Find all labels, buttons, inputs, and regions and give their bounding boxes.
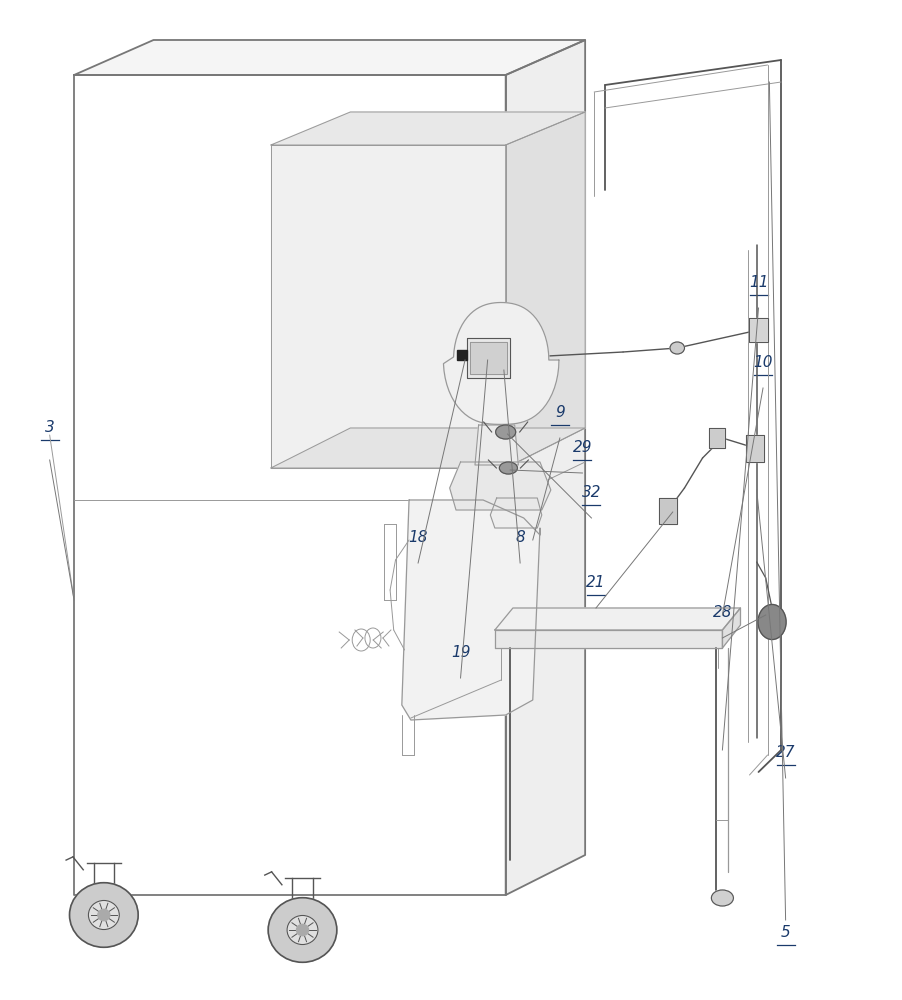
Ellipse shape [495,425,515,439]
Ellipse shape [97,909,110,921]
Polygon shape [658,498,676,524]
Polygon shape [490,498,541,528]
Polygon shape [494,608,740,630]
Polygon shape [722,608,740,648]
Polygon shape [494,630,722,648]
Text: 27: 27 [775,745,795,760]
Polygon shape [505,112,584,468]
Text: 5: 5 [780,925,789,940]
Ellipse shape [711,890,732,906]
Ellipse shape [268,898,336,962]
Polygon shape [466,338,510,378]
Polygon shape [271,112,584,145]
Text: 11: 11 [748,275,768,290]
Ellipse shape [296,924,308,936]
Polygon shape [745,435,763,462]
Text: 18: 18 [408,530,428,545]
Text: 29: 29 [572,440,592,455]
Text: 28: 28 [712,605,732,620]
Polygon shape [271,145,505,468]
Ellipse shape [499,462,517,474]
Text: 3: 3 [45,420,54,435]
Text: 32: 32 [581,485,601,500]
Ellipse shape [88,900,119,930]
Polygon shape [449,462,550,510]
Polygon shape [443,303,558,424]
Polygon shape [749,318,767,342]
Polygon shape [474,425,518,465]
Text: 8: 8 [515,530,524,545]
Polygon shape [74,40,584,75]
Text: 21: 21 [585,575,605,590]
Polygon shape [470,342,506,374]
Text: 19: 19 [450,645,470,660]
Bar [456,350,467,360]
Polygon shape [708,428,724,448]
Ellipse shape [69,883,138,947]
Ellipse shape [287,915,318,945]
Ellipse shape [669,342,684,354]
Ellipse shape [757,604,786,640]
Polygon shape [271,428,584,468]
Text: 9: 9 [555,405,564,420]
Polygon shape [401,500,539,720]
Polygon shape [505,40,584,895]
Text: 10: 10 [752,355,772,370]
Polygon shape [74,75,505,895]
